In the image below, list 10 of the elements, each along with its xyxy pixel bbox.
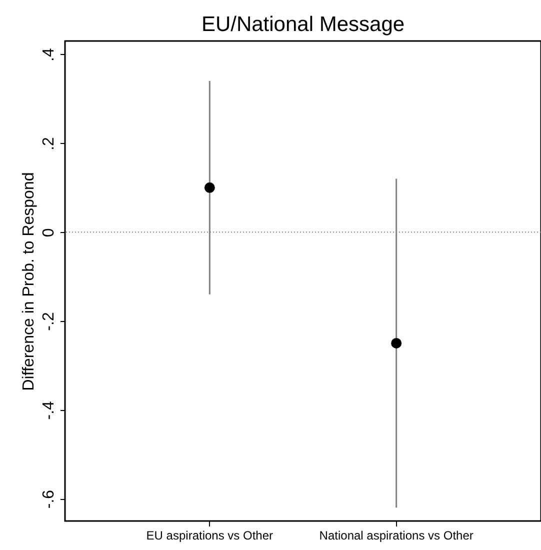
y-tick-label: 0 [40,228,58,238]
chart-title: EU/National Message [201,13,405,36]
y-tick-label: -.4 [40,400,58,420]
y-axis-title: Difference in Prob. to Respond [20,172,38,391]
y-tick-label: -.2 [40,312,58,331]
y-tick-label: .2 [40,136,58,150]
x-tick-label: National aspirations vs Other [319,528,474,542]
y-tick-label: -.6 [40,490,58,509]
y-tick-label: .4 [40,48,58,62]
x-tick-label: EU aspirations vs Other [146,528,274,542]
